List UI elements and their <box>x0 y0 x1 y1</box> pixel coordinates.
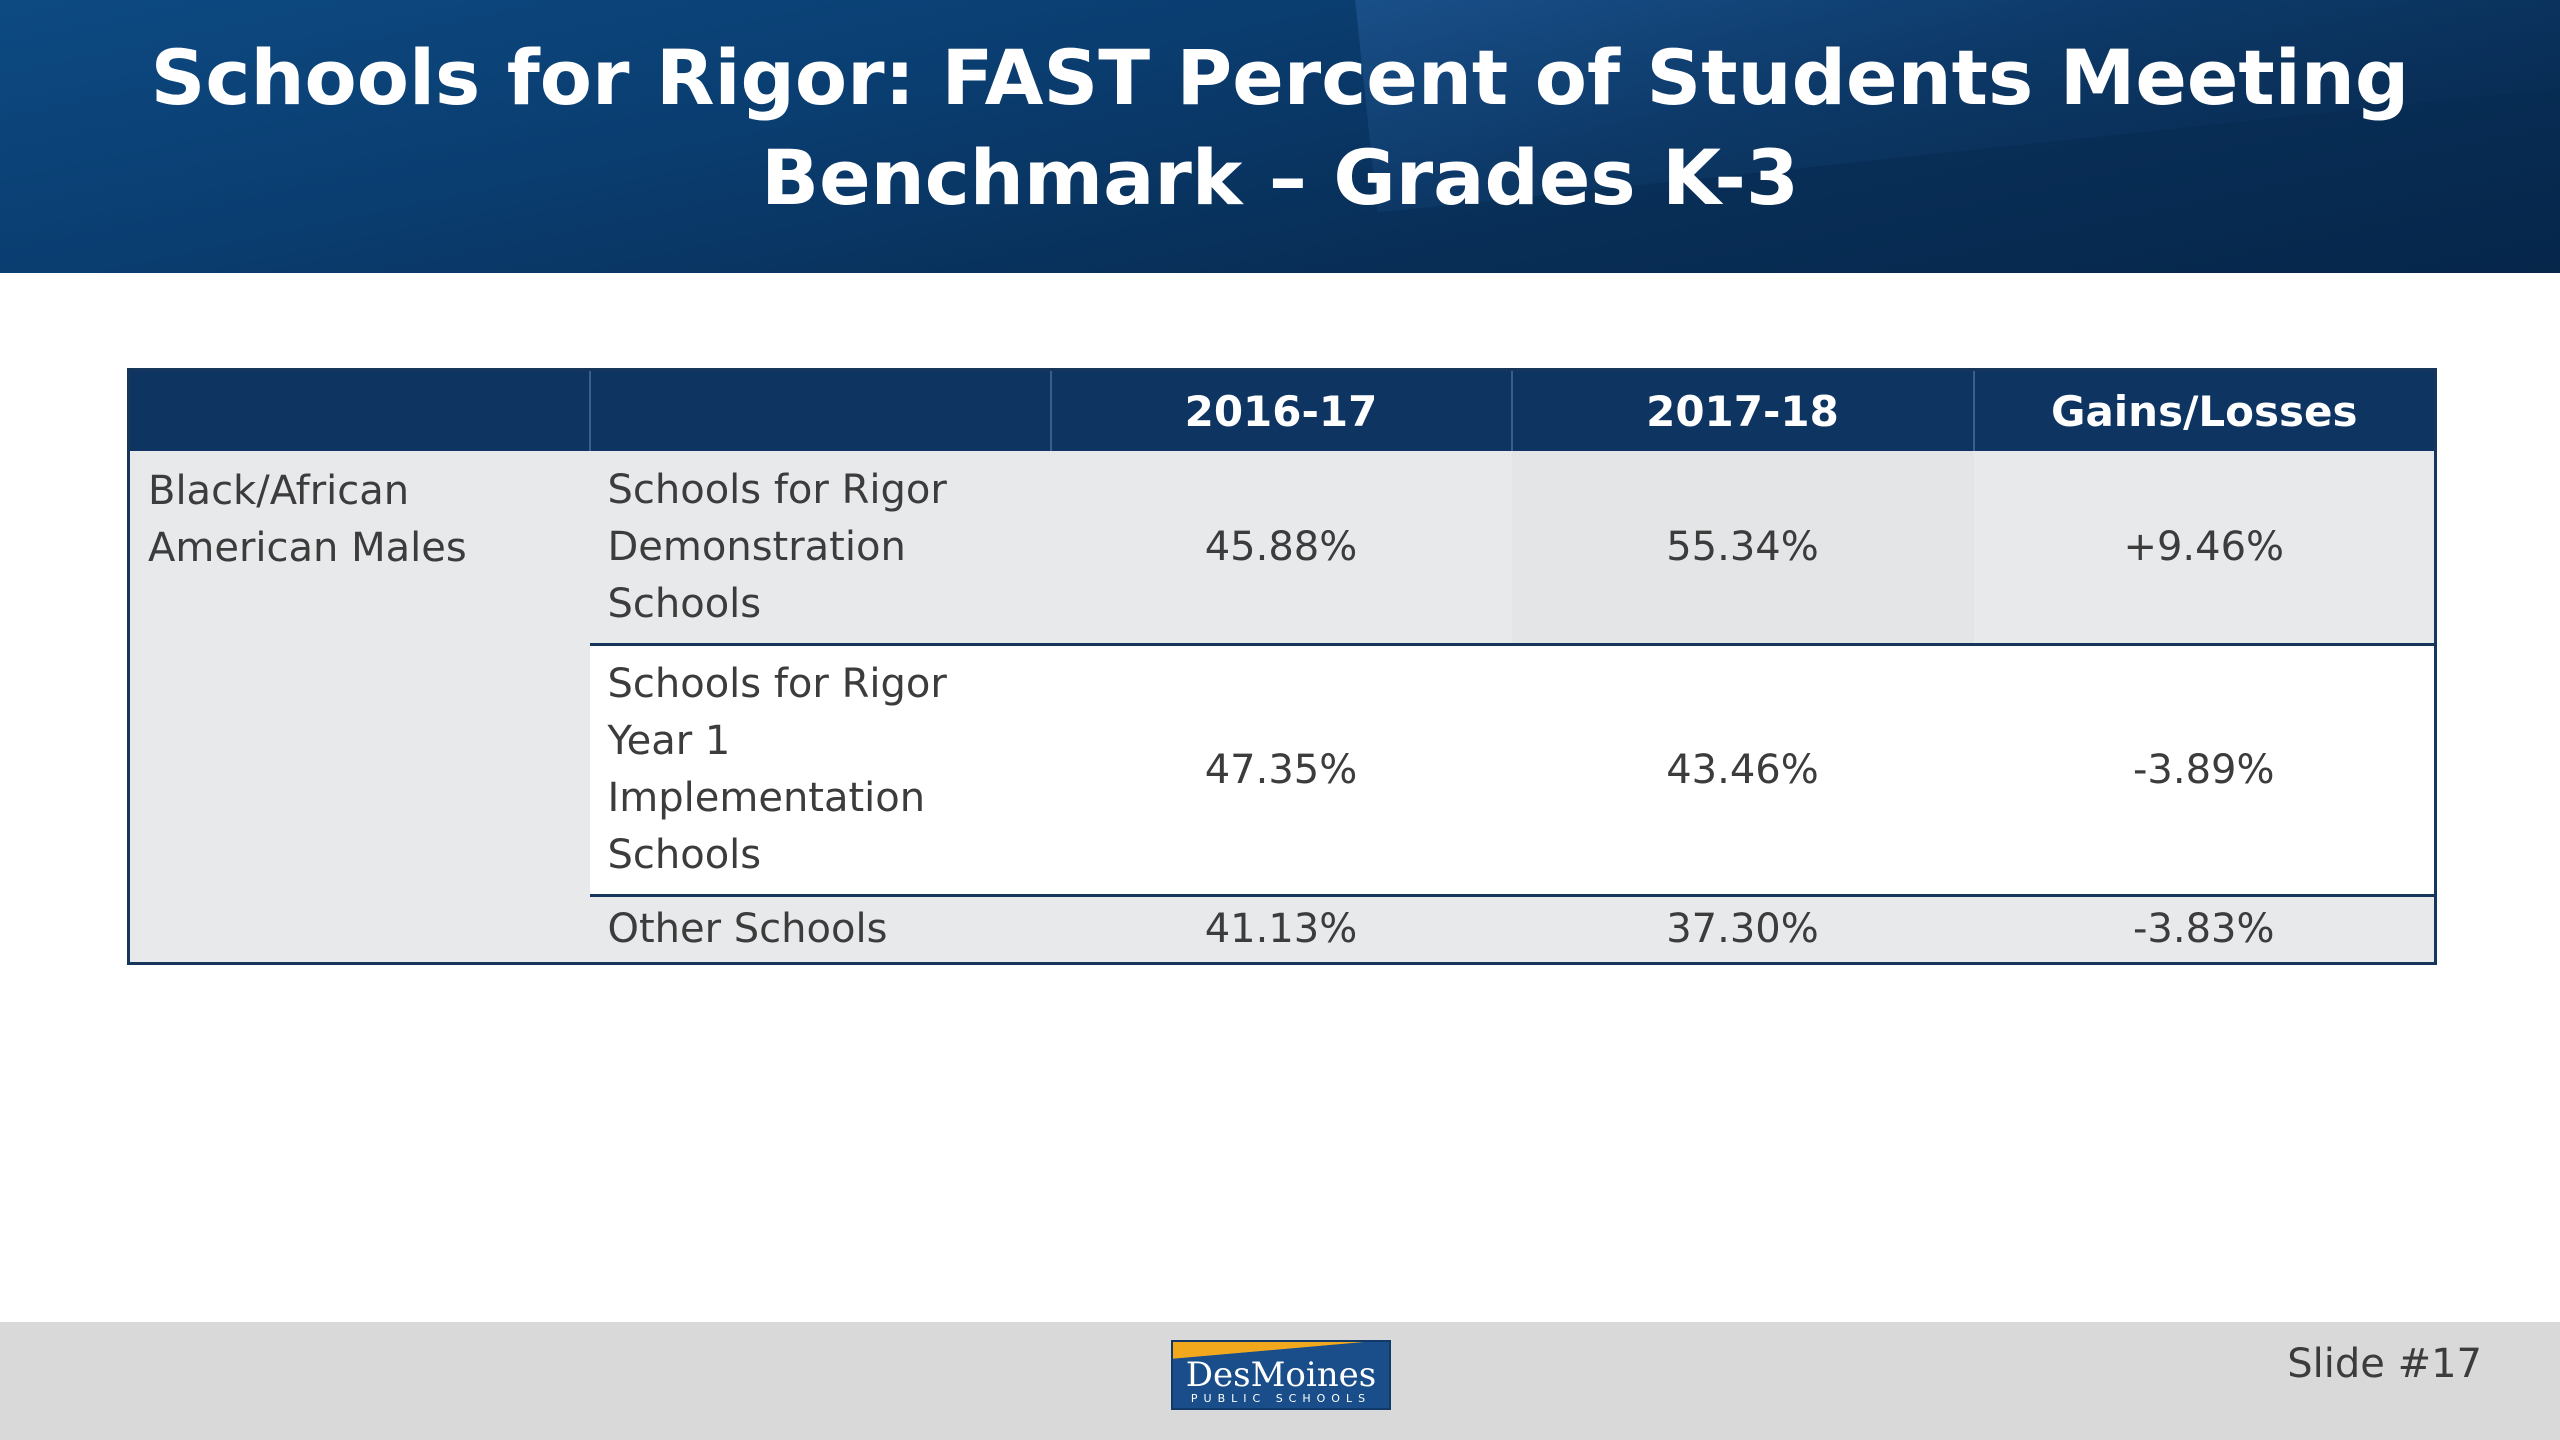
table-row: Other Schools 41.13% 37.30% -3.83% <box>129 894 2436 964</box>
table-header-row: 2016-17 2017-18 Gains/Losses <box>128 369 2436 451</box>
header-2017-18: 2017-18 <box>1510 369 1974 451</box>
logo-swoosh-icon <box>1173 1342 1389 1364</box>
value-gain: -3.83% <box>1973 894 2436 964</box>
header-2016-17: 2016-17 <box>1049 369 1512 451</box>
value-2016-17: 47.35% <box>1050 643 1512 896</box>
value-2016-17: 45.88% <box>1050 451 1512 645</box>
title-banner: Schools for Rigor: FAST Percent of Stude… <box>0 0 2560 273</box>
value-gain: +9.46% <box>1973 451 2436 645</box>
slide-title-line2: Benchmark – Grades K-3 <box>761 133 1799 222</box>
slide-number: Slide #17 <box>2287 1341 2482 1387</box>
value-2017-18: 43.46% <box>1511 643 1974 896</box>
table-row: Black/African American Males Schools for… <box>128 451 2436 964</box>
value-2016-17: 41.13% <box>1050 894 1512 964</box>
header-school-type <box>588 369 1051 451</box>
value-2017-18: 37.30% <box>1511 894 1974 964</box>
header-group <box>128 369 590 451</box>
des-moines-logo: DesMoines PUBLIC SCHOOLS <box>1171 1340 1391 1410</box>
table-row: Schools for Rigor Year 1 Implementation … <box>129 643 2436 896</box>
row-label: Other Schools <box>589 894 1051 964</box>
header-gains-losses: Gains/Losses <box>1972 369 2436 451</box>
row-label: Schools for Rigor Year 1 Implementation … <box>589 643 1051 896</box>
value-gain: -3.89% <box>1973 643 2436 896</box>
results-table: 2016-17 2017-18 Gains/Losses Black/Afric… <box>127 368 2437 965</box>
slide-title-line1: Schools for Rigor: FAST Percent of Stude… <box>150 33 2410 122</box>
group-label: Black/African American Males <box>128 451 590 964</box>
value-2017-18: 55.34% <box>1511 451 1974 645</box>
row-label: Schools for Rigor Demonstration Schools <box>589 451 1051 645</box>
logo-wordmark: DesMoines <box>1185 1355 1377 1395</box>
logo-subtitle: PUBLIC SCHOOLS <box>1190 1392 1372 1405</box>
slide-title: Schools for Rigor: FAST Percent of Stude… <box>120 28 2440 228</box>
